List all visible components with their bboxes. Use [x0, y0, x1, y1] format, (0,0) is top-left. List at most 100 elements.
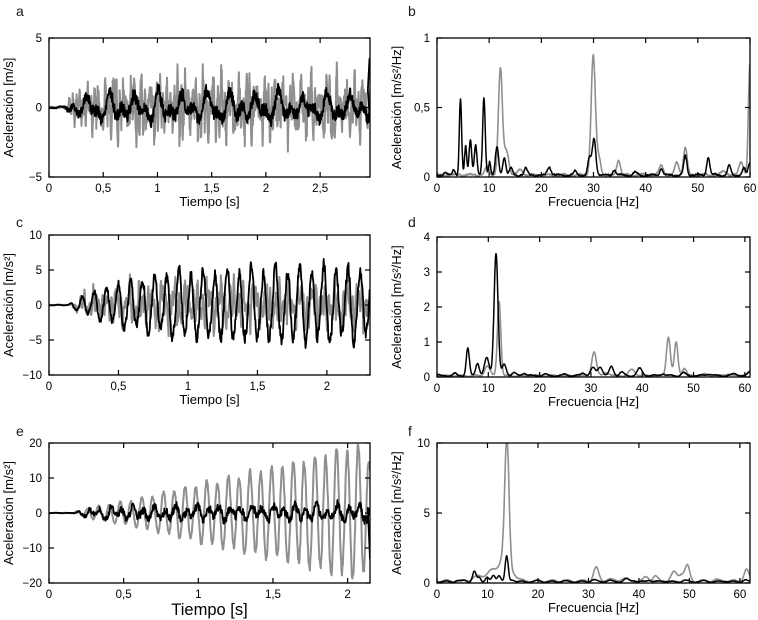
y-tick-label: 0	[424, 578, 430, 590]
x-axis-label: Frecuencia [Hz]	[548, 194, 639, 209]
panel-a: a 0 0,5 1 1,5 2 2,5 −5 0 5 Tiempo [s] Aceleración …	[0, 0, 379, 209]
panel-label-a: a	[16, 3, 24, 19]
y-tick-label: 10	[29, 473, 42, 485]
series-black-f	[437, 555, 750, 583]
series-black-c	[49, 258, 370, 349]
x-axis-label: Frecuencia [Hz]	[548, 600, 639, 615]
y-tick-label: 5	[36, 33, 42, 45]
y-tick-label: 5	[424, 508, 430, 520]
y-axis-label: Aceleración [m/s²]	[1, 461, 16, 565]
x-tick-label: 20	[535, 183, 548, 195]
x-tick-label: 0	[434, 589, 440, 601]
axes-box	[436, 442, 751, 584]
series-group-a	[49, 57, 370, 153]
x-tick-label: 60	[738, 383, 751, 395]
panel-b: b 0 10 20 30 40 50 60 0 0,5 1 Frecuencia [Hz] Acele…	[379, 0, 758, 209]
x-tick-label: 0,5	[95, 183, 111, 195]
y-tick-label: 20	[29, 438, 42, 450]
plot-time-e: 0 0,5 1 1,5 2 −20 −10 0 10 20 Tiempo [s] Aceleració…	[1, 438, 371, 619]
x-tick-label: 0	[46, 381, 52, 393]
y-tick-label: −20	[22, 578, 42, 590]
y-tick-label: 0	[36, 300, 42, 312]
y-tick-label: 0	[424, 372, 430, 384]
y-tick-label: 3	[424, 267, 430, 279]
y-tick-label: 1	[424, 33, 430, 45]
plot-spectrum-d: 0 10 20 30 40 50 60 0 1 2 3 4 Frecuencia [Hz] Acelera…	[389, 232, 751, 409]
x-tick-label: 1	[154, 183, 160, 195]
x-tick-label: 40	[633, 589, 646, 601]
x-tick-label: 0	[46, 183, 52, 195]
x-tick-label: 10	[482, 383, 495, 395]
y-tick-label: 2	[424, 302, 430, 314]
x-axis-label: Frecuencia [Hz]	[548, 394, 639, 409]
x-tick-label: 2,5	[312, 183, 328, 195]
y-tick-label: 5	[36, 265, 42, 277]
y-tick-label: 0	[36, 508, 42, 520]
panel-c: c 0 0,5 1 1,5 2 −10 −5 0 5 10 Tiempo [s] Aceleració…	[0, 205, 379, 410]
series-gray-b	[437, 53, 750, 177]
x-tick-label: 60	[734, 589, 747, 601]
panel-label-d: d	[408, 214, 416, 230]
series-group-b	[437, 53, 750, 177]
panel-label-b: b	[408, 3, 416, 19]
x-tick-label: 10	[481, 589, 494, 601]
x-tick-label: 40	[639, 183, 652, 195]
series-group-c	[49, 258, 370, 349]
y-axis-label: Aceleración [m/s²]	[1, 253, 16, 357]
x-tick-label: 50	[691, 183, 704, 195]
x-tick-label: 0,5	[110, 381, 126, 393]
y-axis-label: Aceleración [m/s²/Hz]	[389, 46, 404, 170]
y-tick-label: 4	[424, 232, 431, 244]
x-tick-label: 10	[483, 183, 496, 195]
series-group-e	[49, 443, 370, 580]
plot-spectrum-f: 0 10 20 30 40 50 60 0 5 10 Frecuencia [Hz] Acelerac…	[389, 438, 751, 615]
y-tick-label: 1	[424, 337, 430, 349]
series-group-d	[437, 253, 750, 377]
x-tick-label: 2	[263, 183, 269, 195]
y-axis-label: Aceleración [m/s²/Hz]	[389, 451, 404, 575]
plot-time-a: 0 0,5 1 1,5 2 2,5 −5 0 5 Tiempo [s] Aceleración [m…	[1, 33, 371, 209]
plot-spectrum-b: 0 10 20 30 40 50 60 0 0,5 1 Frecuencia [Hz] Acelera…	[389, 33, 756, 209]
series-gray-c	[49, 273, 370, 338]
x-tick-label: 30	[582, 589, 595, 601]
y-axis-label: Aceleración [m/s]	[1, 58, 16, 158]
y-tick-label: −10	[22, 543, 42, 555]
series-black-d	[437, 253, 750, 377]
x-tick-label: 30	[587, 183, 600, 195]
y-tick-label: 10	[417, 438, 430, 450]
x-tick-label: 0	[434, 383, 440, 395]
y-tick-label: 10	[29, 230, 42, 242]
panel-f: f 0 10 20 30 40 50 60 0 5 10 Frecuencia [Hz] Aceler…	[379, 410, 758, 620]
x-axis-label: Tiempo [s]	[179, 392, 239, 407]
x-tick-label: 30	[585, 383, 598, 395]
x-axis-label: Tiempo [s]	[171, 601, 247, 619]
series-gray-a	[49, 61, 370, 153]
x-tick-label: 1,5	[204, 183, 220, 195]
y-tick-label: 0	[424, 172, 430, 184]
panel-label-e: e	[16, 423, 24, 439]
x-tick-label: 20	[532, 589, 545, 601]
x-tick-label: 1,5	[249, 381, 265, 393]
y-tick-label: 0	[36, 103, 42, 115]
x-tick-label: 2	[344, 589, 350, 601]
panel-label-f: f	[408, 423, 412, 439]
x-tick-label: 20	[533, 383, 546, 395]
panel-e: e 0 0,5 1 1,5 2 −20 −10 0 10 20 Tiempo [s] Acelerac…	[0, 410, 379, 620]
x-tick-label: 50	[687, 383, 700, 395]
y-tick-label: 0,5	[414, 103, 430, 115]
plot-time-c: 0 0,5 1 1,5 2 −10 −5 0 5 10 Tiempo [s] Aceleración …	[1, 230, 371, 407]
series-black-a	[49, 57, 370, 129]
panel-d: d 0 10 20 30 40 50 60 0 1 2 3 4 Frecuencia [Hz] Acele…	[379, 205, 758, 410]
x-tick-label: 1	[185, 381, 191, 393]
y-tick-label: −10	[22, 370, 42, 382]
x-tick-label: 0	[434, 183, 440, 195]
x-tick-label: 1	[195, 589, 201, 601]
series-gray-f	[437, 443, 750, 583]
y-tick-label: −5	[29, 172, 42, 184]
panel-label-c: c	[16, 214, 23, 230]
y-axis-label: Aceleración [m/s²/Hz]	[389, 245, 404, 369]
x-tick-label: 2	[324, 381, 330, 393]
series-group-f	[437, 443, 750, 583]
